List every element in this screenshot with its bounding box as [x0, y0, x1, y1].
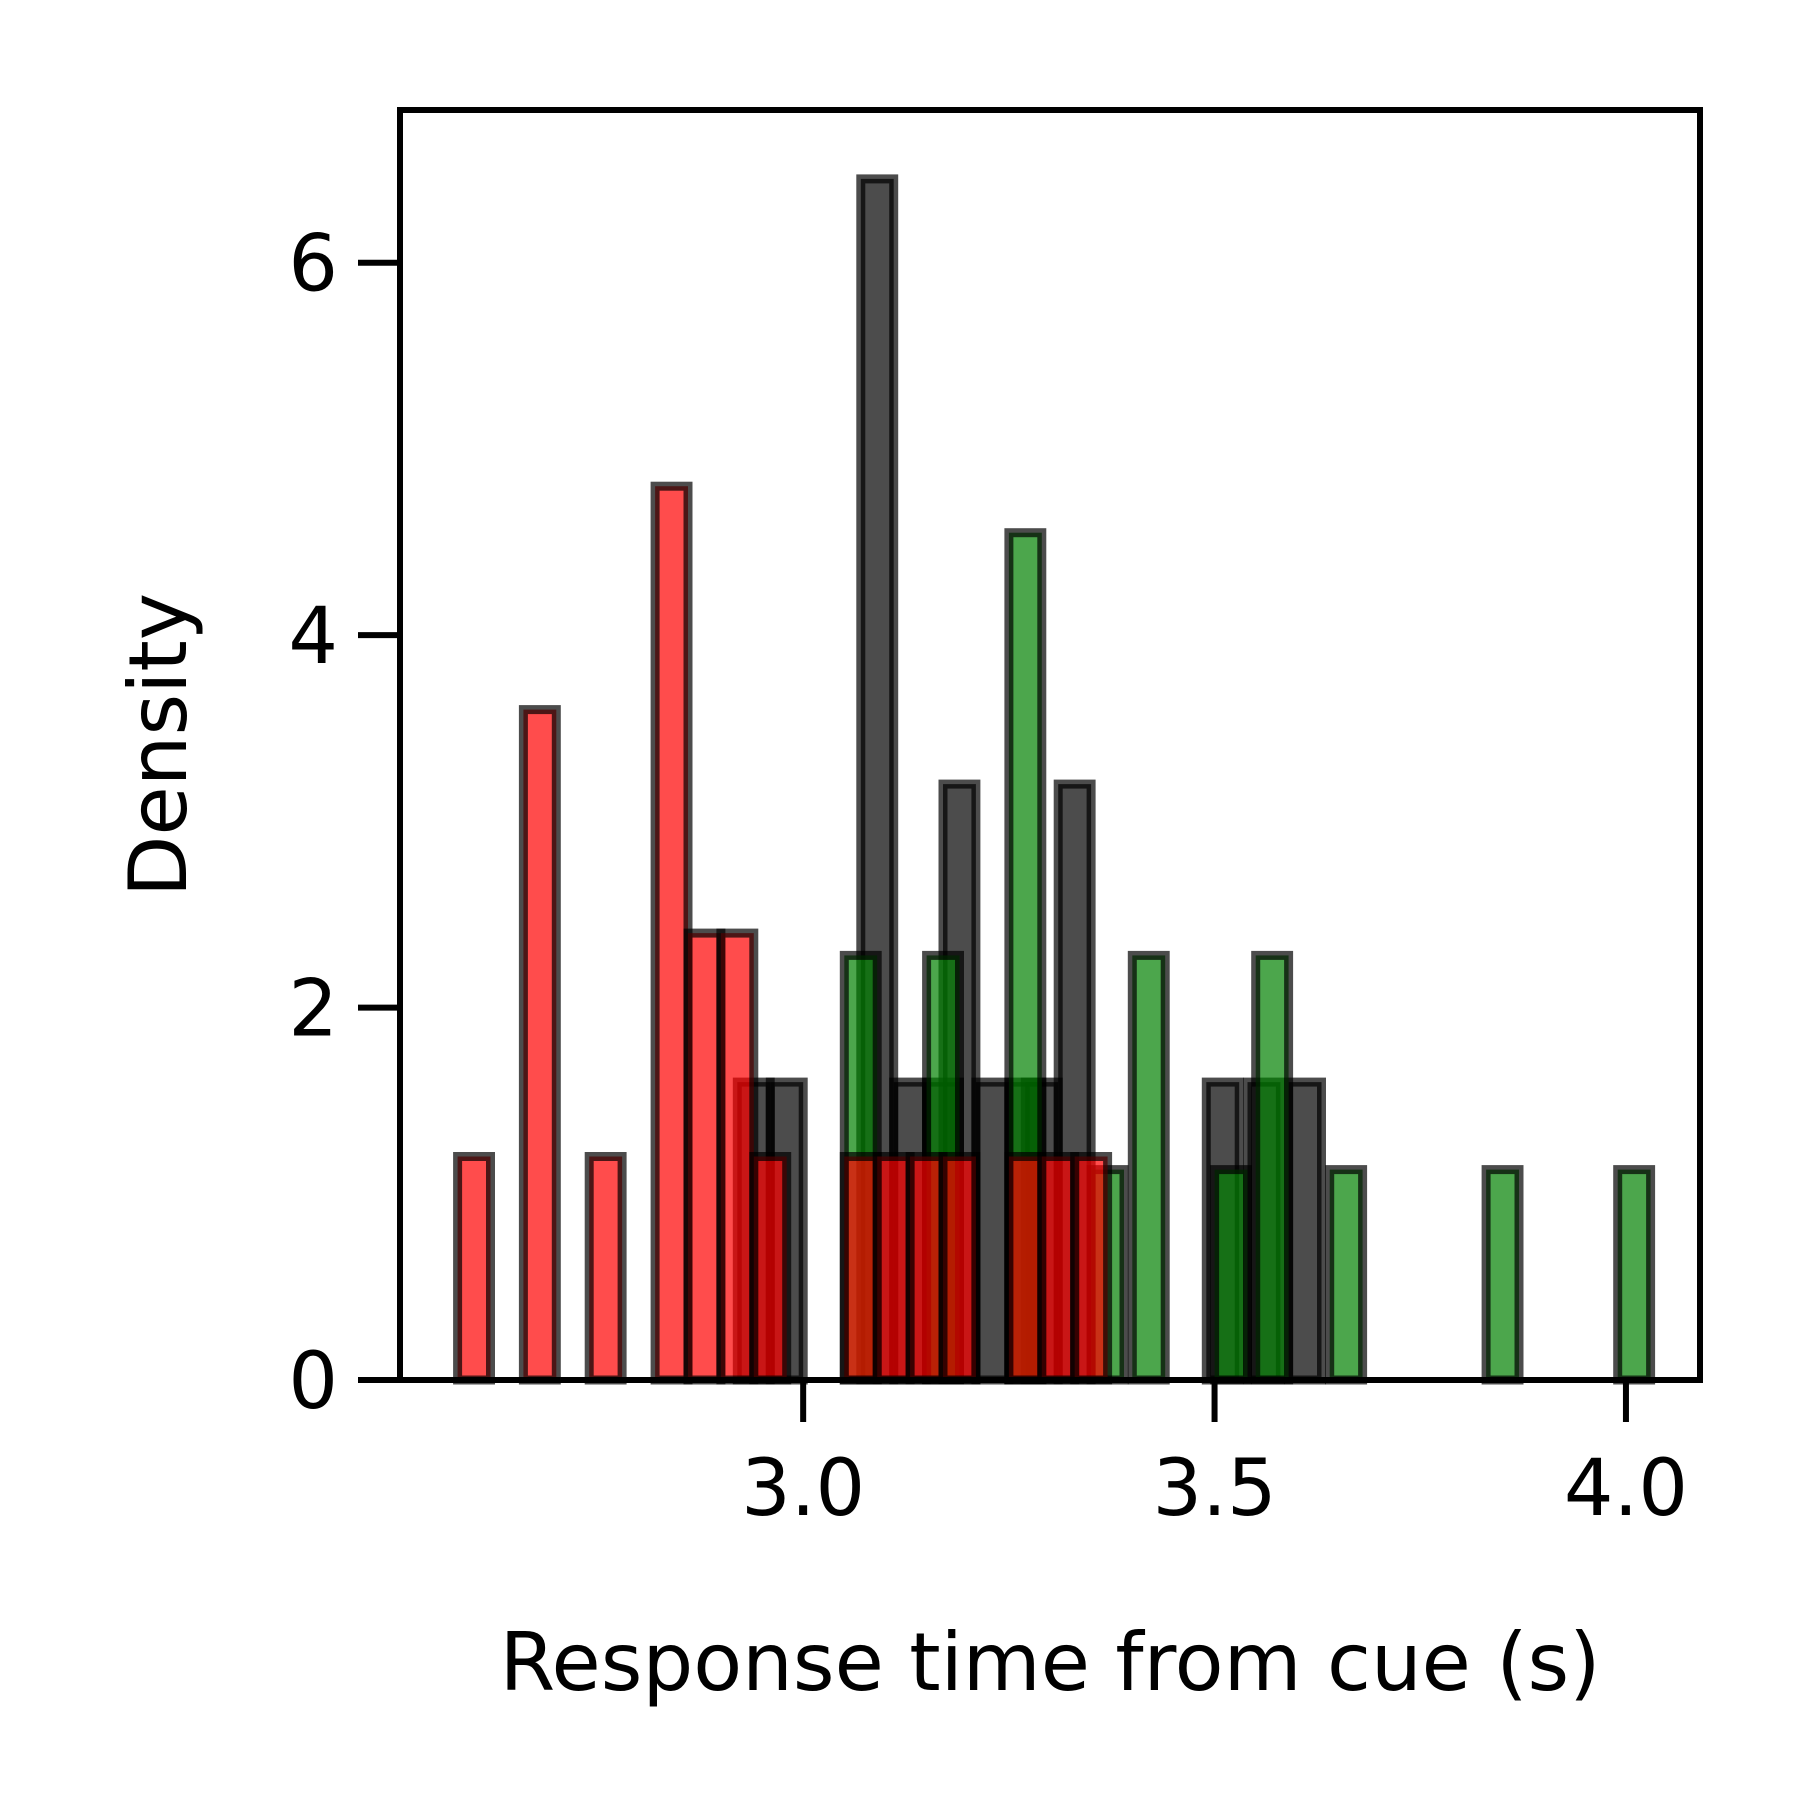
y-tick-label: 6	[288, 220, 338, 310]
bar-series-2-bin-10	[938, 1152, 981, 1385]
bar-series-2-bin-0	[453, 1152, 496, 1385]
bar-series-1-bin-7	[1325, 1165, 1368, 1385]
x-tick-label: 4.0	[1564, 1444, 1688, 1534]
x-tick-label: 3.0	[741, 1444, 865, 1534]
y-axis: 0 2 4 6	[288, 220, 400, 1427]
bar-series-1-bin-8	[1481, 1165, 1524, 1385]
x-axis-title: Response time from cue (s)	[500, 1616, 1601, 1709]
y-tick-label: 4	[288, 592, 338, 682]
y-tick-label: 0	[288, 1337, 338, 1427]
bar-series-2-bin-11	[1004, 1152, 1047, 1385]
bar-series-2-bin-3	[650, 481, 693, 1385]
bar-series-2-bin-12	[1037, 1152, 1080, 1385]
bar-series-2-bin-1	[518, 705, 561, 1385]
bar-series-1-bin-6	[1251, 950, 1294, 1385]
y-axis-title: Density	[112, 593, 205, 897]
bar-series-1-bin-9	[1613, 1165, 1656, 1385]
bar-series-1-bin-5	[1210, 1165, 1252, 1385]
bar-series-2-bin-2	[584, 1152, 627, 1385]
plot-frame	[397, 107, 1703, 1383]
bar-series-2-bin-5	[716, 928, 759, 1385]
bar-series-0-bin-6	[971, 1077, 1014, 1385]
x-tick-label: 3.5	[1153, 1444, 1277, 1534]
bar-series-1-bin-4	[1127, 950, 1170, 1385]
bar-series-0-bin-12	[1284, 1077, 1326, 1385]
x-axis: 3.0 3.5 4.0	[741, 1380, 1688, 1534]
y-tick-label: 2	[288, 965, 338, 1055]
bar-series-2-bin-4	[683, 928, 726, 1385]
bar-series-2-bin-6	[749, 1152, 792, 1385]
bars-layer	[453, 174, 1656, 1385]
bar-series-2-bin-13	[1070, 1152, 1113, 1385]
bar-series-2-bin-9	[905, 1152, 948, 1385]
bar-series-2-bin-7	[839, 1152, 882, 1385]
bar-series-2-bin-8	[872, 1152, 915, 1385]
